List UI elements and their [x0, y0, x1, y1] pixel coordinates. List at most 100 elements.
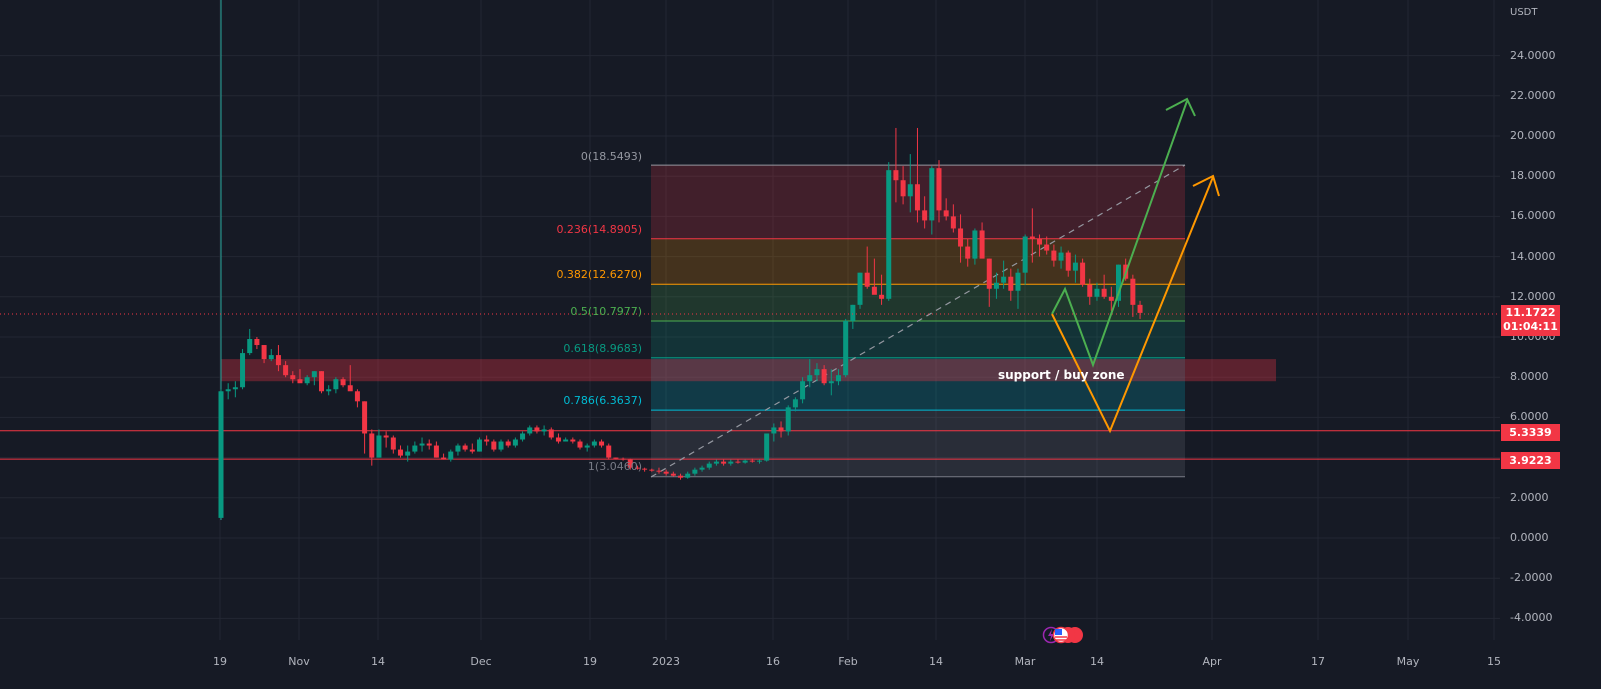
price-axis-label: 22.0000: [1510, 88, 1556, 102]
candle: [290, 375, 296, 380]
candle: [584, 445, 590, 448]
horizontal-levels[interactable]: [0, 430, 1500, 460]
green-projection-path[interactable]: [1051, 100, 1188, 368]
price-axis-label: 8.0000: [1510, 370, 1549, 384]
time-axis-label: 19: [583, 655, 597, 668]
time-axis-label: Mar: [1014, 655, 1036, 668]
fib-label-0236: 0.236(14.8905): [556, 223, 642, 236]
lightning-icon: [1048, 629, 1054, 641]
fib-label-0786: 0.786(6.3637): [563, 394, 642, 407]
candle: [232, 387, 238, 390]
support-zone-label[interactable]: support / buy zone: [998, 368, 1125, 382]
candle: [347, 385, 353, 392]
fib-label-0382: 0.382(12.6270): [556, 268, 642, 281]
green-arrow-head-icon: [1165, 97, 1196, 117]
time-axis-label: Feb: [838, 655, 858, 668]
candle: [419, 443, 425, 446]
time-axis-label: 14: [371, 655, 385, 668]
price-axis-label: 6.0000: [1510, 410, 1549, 424]
candle: [333, 379, 339, 390]
candle: [433, 445, 439, 458]
candle: [1015, 272, 1021, 291]
candle: [527, 427, 533, 434]
candle: [1080, 262, 1086, 285]
candle: [785, 407, 791, 432]
candle: [1008, 276, 1014, 291]
candle: [1130, 278, 1136, 305]
candle: [455, 445, 461, 452]
candle: [900, 180, 906, 197]
candlesticks: [218, 127, 1143, 518]
candle: [268, 355, 274, 360]
economic-events-markers[interactable]: [1042, 626, 1092, 644]
candle: [922, 210, 928, 221]
candle: [405, 451, 411, 456]
candle: [678, 475, 684, 478]
candle: [441, 457, 447, 460]
candle: [886, 170, 892, 299]
candle: [771, 427, 777, 434]
candle: [261, 345, 267, 360]
candle: [807, 375, 813, 382]
candle: [685, 473, 691, 478]
orange-projection-path[interactable]: [1051, 176, 1214, 434]
candle: [642, 468, 648, 470]
candle: [599, 441, 605, 446]
candle: [1065, 252, 1071, 271]
candle: [663, 471, 669, 474]
candle: [986, 258, 992, 289]
candle: [972, 230, 978, 259]
fibonacci-retracement[interactable]: [651, 164, 1185, 478]
candle: [362, 401, 368, 434]
candle: [225, 389, 231, 392]
us-flag-canton-icon: [1055, 629, 1062, 635]
fib-label-0: 0(18.5493): [580, 150, 642, 163]
price-axis-label: -4.0000: [1510, 611, 1553, 625]
candle: [713, 461, 719, 464]
time-axis-label: May: [1396, 655, 1420, 668]
price-axis-label: 2.0000: [1510, 490, 1549, 504]
candle: [491, 441, 497, 450]
candle: [835, 375, 841, 382]
candle: [304, 377, 310, 384]
candle: [1029, 236, 1035, 239]
candle: [800, 381, 806, 400]
candle: [376, 435, 382, 458]
candle: [692, 469, 698, 474]
candle: [548, 429, 554, 438]
candle: [275, 355, 281, 366]
candle: [520, 433, 526, 440]
candle: [993, 282, 999, 289]
candle: [1101, 288, 1107, 297]
candle: [979, 230, 985, 259]
time-axis-label: 19: [213, 655, 227, 668]
last-price-value: 11.1722: [1505, 306, 1556, 319]
candle: [893, 170, 899, 181]
candle: [670, 473, 676, 476]
candle: [699, 467, 705, 470]
candle: [950, 216, 956, 229]
time-axis-label: 17: [1311, 655, 1325, 668]
candle: [390, 437, 396, 450]
candle: [757, 460, 762, 462]
price-axis-label: 14.0000: [1510, 249, 1556, 263]
candle: [484, 439, 490, 442]
candle: [606, 445, 612, 458]
candle: [505, 441, 511, 446]
candle: [828, 381, 834, 384]
candle: [354, 391, 360, 402]
candle: [1001, 276, 1007, 283]
candle: [914, 184, 920, 211]
support-buy-zone[interactable]: [221, 359, 1276, 382]
candle: [742, 460, 748, 463]
candle: [821, 369, 827, 384]
candle: [1137, 304, 1143, 313]
candle: [218, 391, 224, 518]
fib-trend-line[interactable]: [650, 164, 1186, 478]
candle: [1087, 284, 1093, 297]
candle: [879, 294, 885, 299]
candle: [871, 286, 877, 295]
candle: [1044, 244, 1050, 251]
candle: [656, 470, 662, 472]
